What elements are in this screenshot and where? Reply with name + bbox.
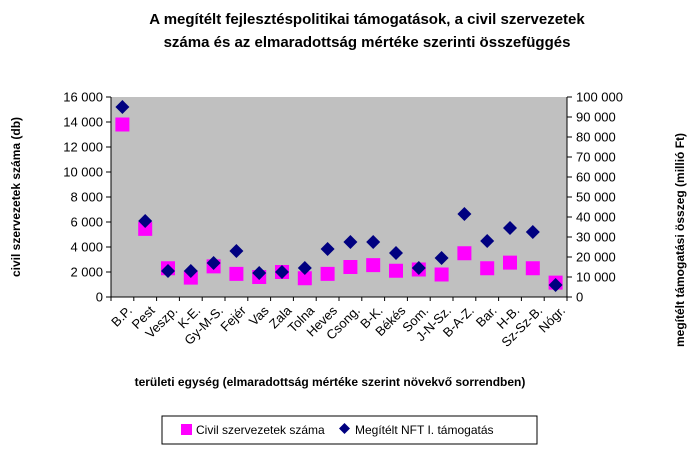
chart-title-line-2: száma és az elmaradottság mértéke szerin… [164,34,571,51]
nft-point [366,235,381,249]
x-tick-label: B.P. [108,303,135,330]
x-axis-title: területi egység (elmaradottság mértéke s… [135,375,526,389]
y-axis-right-title: megítélt támogatási összeg (millió Ft) [673,133,687,347]
nft-point [115,100,130,114]
x-tick-label: Bar. [473,303,500,330]
civil-point [389,263,403,278]
y-right-tick-label: 10 000 [576,270,616,285]
civil-point [229,266,244,281]
civil-point [457,246,472,261]
plot-area [111,97,567,297]
nft-point [320,242,335,256]
nft-point [229,244,244,258]
civil-point [366,258,381,273]
civil-point [434,267,449,282]
nft-point [297,261,312,275]
y-left-tick-label: 10 000 [63,165,103,180]
y-right-tick-label: 40 000 [576,210,616,225]
y-right-tick-label: 30 000 [576,230,616,245]
y-left-tick-label: 0 [96,290,103,305]
y-right-tick-label: 0 [576,290,583,305]
y-left-tick-label: 2 000 [70,265,103,280]
y-left-tick-label: 12 000 [63,140,103,155]
x-tick-label: Fejér [217,302,249,334]
y-right-tick-label: 90 000 [576,110,616,125]
nft-point [183,264,198,278]
civil-point [297,271,312,286]
left-axis: 0 2 000 4 000 6 000 8 000 10 000 12 000 14 000 1… [63,90,112,305]
nft-point [343,235,358,249]
nft-point [480,234,495,248]
nft-point [503,221,517,235]
nft-point [138,214,153,228]
nft-point [389,246,403,260]
nft-point [548,278,563,292]
nft-point [252,266,267,280]
legend-marker-civil [181,424,192,435]
civil-point [480,261,495,276]
civil-point [115,117,130,132]
nft-point [411,261,426,275]
nft-point [457,207,472,221]
nft-point [525,225,540,239]
legend: Civil szervezetek száma Megítélt NFT I. … [161,415,538,445]
legend-box [161,415,538,445]
y-axis-left-title: civil szervezetek száma (db) [9,117,23,277]
y-right-tick-label: 80 000 [576,130,616,145]
y-right-tick-label: 50 000 [576,190,616,205]
x-tick-label: Nógr. [536,303,569,336]
nft-point [434,251,449,265]
y-left-tick-label: 8 000 [70,190,103,205]
civil-point [320,266,335,281]
right-axis: 0 10 000 20 000 30 000 40 000 50 000 60 000 70 … [566,90,623,305]
y-left-tick-label: 14 000 [63,115,103,130]
nft-point [275,265,289,279]
legend-label-civil: Civil szervezetek száma [196,423,325,437]
y-right-tick-label: 70 000 [576,150,616,165]
series-nft-tamogatas [115,100,563,292]
chart-title-line-1: A megítélt fejlesztéspolitikai támogatás… [149,11,585,28]
legend-label-nft: Megítélt NFT I. támogatás [355,423,494,437]
nft-point [161,264,175,278]
civil-point [138,221,153,236]
legend-marker-nft [339,423,350,434]
y-left-tick-label: 6 000 [70,215,103,230]
y-left-tick-label: 4 000 [70,240,103,255]
y-right-tick-label: 100 000 [576,90,623,105]
category-axis: B.P.PestVeszp.K-E.Gy-M-S.FejérVasZalaTol… [108,296,569,350]
y-left-tick-label: 16 000 [63,90,103,105]
nft-point [206,256,221,270]
civil-point [343,260,358,274]
y-right-tick-label: 60 000 [576,170,616,185]
civil-point [525,261,540,276]
civil-point [503,255,517,270]
x-tick-label: Vas [246,303,272,329]
y-right-tick-label: 20 000 [576,250,616,265]
